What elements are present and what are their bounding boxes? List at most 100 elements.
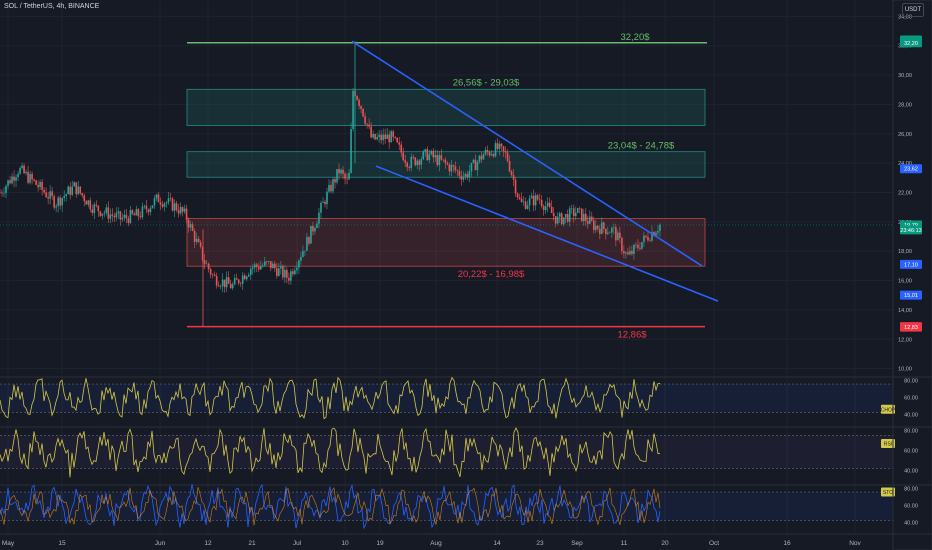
candle-body <box>55 206 57 208</box>
candle-body <box>179 207 182 214</box>
candle-body <box>69 186 72 195</box>
candle-body <box>416 160 419 166</box>
candle-body <box>272 263 274 269</box>
candle-body <box>625 252 627 254</box>
price-tag <box>900 38 922 48</box>
candle-body <box>366 123 368 125</box>
candle-body <box>135 209 138 216</box>
candle-body <box>448 164 451 172</box>
time-tick-label: 11 <box>621 540 628 547</box>
candle-body <box>560 213 563 225</box>
price-zone <box>186 218 706 267</box>
candle-body <box>422 151 425 160</box>
price-tag-label: 23:46:13 <box>900 228 921 234</box>
candle-body <box>99 211 102 216</box>
candle-body <box>251 267 254 269</box>
candle-body <box>131 210 134 214</box>
time-tick-label: 15 <box>58 540 66 547</box>
candle-body <box>556 216 559 224</box>
candle-body <box>568 208 571 222</box>
candle-body <box>607 232 609 235</box>
candle-body <box>609 232 611 234</box>
candle-body <box>592 220 595 231</box>
candle-body <box>430 150 433 155</box>
candle-body <box>605 228 607 235</box>
candle-body <box>21 165 23 169</box>
candle-body <box>627 252 629 255</box>
candle-body <box>290 271 292 281</box>
candle-body <box>633 244 635 254</box>
candle-body <box>388 134 390 143</box>
candle-body <box>241 275 244 284</box>
candle-body <box>392 131 394 137</box>
candle-body <box>414 157 417 166</box>
candle-body <box>27 171 29 183</box>
candle-body <box>474 159 477 171</box>
candle-body <box>468 171 471 178</box>
candle-body <box>554 216 557 224</box>
candle-body <box>588 216 591 224</box>
indicator-tick-label: 60.00 <box>904 503 918 509</box>
price-tick-label: 14,00 <box>898 308 912 314</box>
candle-body <box>153 198 156 206</box>
candle-body <box>338 169 340 174</box>
candle-body <box>302 251 304 257</box>
candle-body <box>233 278 236 285</box>
candle-body <box>344 173 346 179</box>
candle-body <box>466 173 469 178</box>
candle-body <box>570 208 573 209</box>
candle-body <box>536 195 539 200</box>
candle-body <box>520 198 523 203</box>
candle-body <box>428 154 431 161</box>
candle-body <box>580 208 583 222</box>
candle-body <box>436 155 439 166</box>
price-tick-label: 30,00 <box>898 73 912 79</box>
currency-button[interactable]: USDT <box>902 3 924 17</box>
candle-body <box>310 225 312 244</box>
candle-body <box>352 90 354 130</box>
candle-body <box>119 211 122 220</box>
candle-body <box>193 230 196 242</box>
candle-body <box>470 162 473 172</box>
candle-body <box>139 216 142 218</box>
price-tick-label: 24,00 <box>898 161 912 167</box>
candle-body <box>173 203 176 211</box>
candle-body <box>67 186 70 195</box>
candle-body <box>595 225 597 231</box>
price-tag <box>900 290 922 300</box>
candle-body <box>372 134 374 138</box>
annotation-top-line: 32,20$ <box>620 32 650 43</box>
candle-body <box>266 261 268 263</box>
indicator-line <box>0 483 661 530</box>
candle-body <box>129 210 132 224</box>
candle-body <box>384 134 386 139</box>
candle-body <box>298 260 300 268</box>
candle-body <box>412 156 415 158</box>
candle-body <box>39 181 41 188</box>
candle-body <box>424 149 427 152</box>
candle-body <box>9 180 11 184</box>
candle-body <box>462 176 465 180</box>
candle-body <box>548 202 551 207</box>
candle-body <box>73 182 76 187</box>
candle-body <box>406 162 409 168</box>
candle-body <box>334 179 336 183</box>
candle-body <box>288 277 290 281</box>
time-tick-label: 20 <box>661 540 669 547</box>
candle-body <box>35 180 37 185</box>
candle-body <box>464 173 467 177</box>
candle-body <box>526 205 529 209</box>
time-tick-label: Sep <box>571 540 583 547</box>
candle-body <box>641 242 643 249</box>
candle-body <box>280 266 282 269</box>
candle-body <box>402 152 405 161</box>
candle-body <box>460 175 463 180</box>
candle-body <box>328 184 330 192</box>
candle-body <box>97 205 100 212</box>
time-tick-label: May <box>2 540 15 547</box>
candle-body <box>621 238 623 252</box>
candle-body <box>623 251 625 254</box>
candle-body <box>286 269 288 278</box>
candle-body <box>512 174 515 180</box>
candle-body <box>61 197 63 206</box>
